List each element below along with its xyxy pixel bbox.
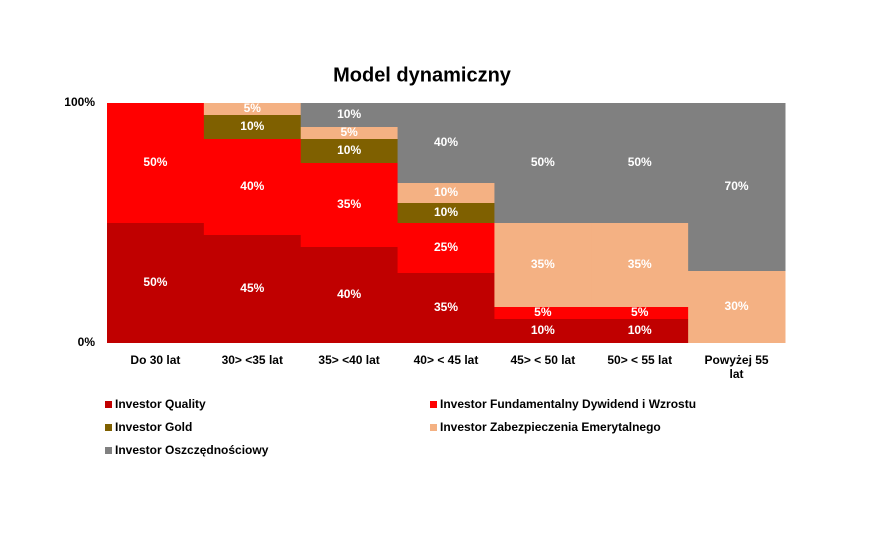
bar-segment [107, 223, 205, 343]
legend-label: Investor Quality [115, 397, 206, 411]
x-tick-label: 40> < 45 lat [413, 353, 479, 367]
data-label: 25% [434, 240, 458, 254]
bar-segment [397, 223, 495, 273]
y-tick-label: 0% [78, 335, 96, 349]
y-tick-label: 100% [64, 95, 95, 109]
bar-segment [300, 139, 399, 163]
bar-segment [203, 235, 302, 343]
bar-segment [203, 115, 302, 139]
bar-segment [591, 223, 689, 307]
data-label: 50% [531, 155, 555, 169]
chart-title: Model dynamiczny [333, 64, 512, 86]
data-label: 5% [631, 305, 649, 319]
legend-swatch [430, 424, 437, 431]
data-label: 30% [725, 299, 749, 313]
legend-label: Investor Zabezpieczenia Emerytalnego [440, 420, 661, 434]
bar-segment [494, 307, 592, 319]
data-label: 40% [240, 179, 264, 193]
data-label: 35% [337, 197, 361, 211]
bar-segment [397, 103, 495, 183]
bar-segment [203, 103, 302, 115]
data-label: 10% [531, 323, 555, 337]
legend-label: Investor Oszczędnościowy [115, 443, 269, 457]
x-tick-label: Powyżej 55 lat [704, 353, 769, 381]
data-label: 45% [240, 281, 264, 295]
bar-segment [397, 203, 495, 223]
data-label: 35% [628, 257, 652, 271]
data-label: 35% [434, 300, 458, 314]
legend-label: Investor Gold [115, 420, 192, 434]
bar-segment [591, 103, 689, 223]
x-tick-label: 30> <35 lat [221, 353, 283, 367]
bar-segment [203, 139, 302, 235]
bar-segment [494, 223, 592, 307]
data-label: 40% [434, 135, 458, 149]
bar-segment [591, 319, 689, 343]
data-label: 35% [531, 257, 555, 271]
data-label: 10% [337, 143, 361, 157]
data-label: 10% [434, 185, 458, 199]
x-tick-label: 45> < 50 lat [510, 353, 576, 367]
data-label: 5% [534, 305, 552, 319]
data-label: 10% [337, 107, 361, 121]
legend-swatch [105, 424, 112, 431]
data-label: 5% [244, 101, 262, 115]
bar-segment [688, 271, 786, 343]
x-tick-label: Do 30 lat [130, 353, 181, 367]
data-label: 5% [340, 125, 358, 139]
bar-segment [300, 127, 399, 139]
bar-segment [591, 307, 689, 319]
legend-swatch [105, 401, 112, 408]
bar-segment [494, 103, 592, 223]
data-label: 10% [434, 205, 458, 219]
data-label: 10% [240, 119, 264, 133]
data-label: 40% [337, 287, 361, 301]
data-label: 50% [143, 155, 167, 169]
bar-segment [397, 183, 495, 203]
legend-swatch [105, 447, 112, 454]
legend-swatch [430, 401, 437, 408]
x-tick-label: 50> < 55 lat [607, 353, 673, 367]
data-label: 50% [143, 275, 167, 289]
bar-segment [397, 273, 495, 343]
bar-segment [300, 163, 399, 247]
data-label: 50% [628, 155, 652, 169]
x-tick-label: 35> <40 lat [318, 353, 380, 367]
legend-label: Investor Fundamentalny Dywidend i Wzrost… [440, 397, 696, 411]
data-label: 10% [628, 323, 652, 337]
bar-segment [494, 319, 592, 343]
bar-segment [300, 247, 399, 343]
bar-segment [688, 103, 786, 271]
bar-segment [107, 103, 205, 223]
data-label: 70% [725, 179, 749, 193]
bar-segment [300, 103, 399, 127]
